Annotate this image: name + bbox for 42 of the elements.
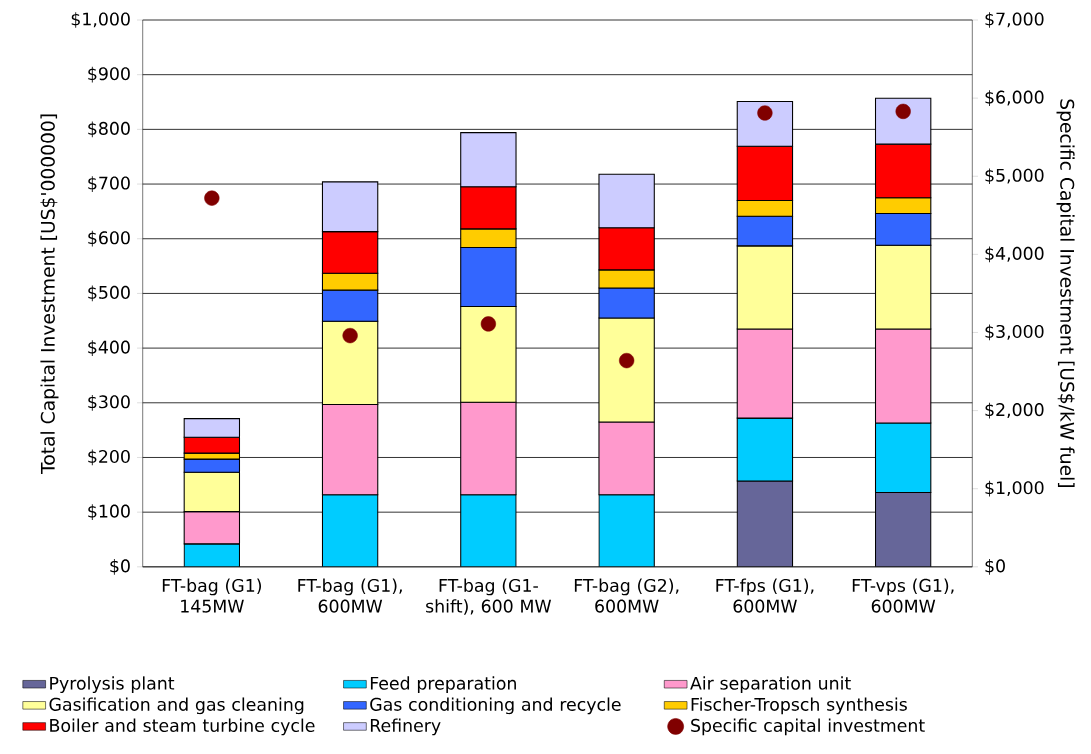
y2-tick-label: $3,000 (985, 324, 1044, 341)
y-tick-label: $700 (88, 176, 130, 193)
y2-tick-label: $2,000 (985, 402, 1044, 419)
legend-label: Fischer-Tropsch synthesis (691, 697, 907, 715)
y-tick-label: $500 (88, 285, 130, 302)
legend-label: Specific capital investment (691, 718, 925, 736)
y2-tick-label: $4,000 (985, 246, 1044, 263)
legend-label: Refinery (370, 718, 441, 736)
x-tick-label: FT-vps (G1), 600MW (852, 578, 954, 613)
y-tick-label: $100 (88, 504, 130, 521)
y-tick-label: $600 (88, 231, 130, 247)
y2-tick-label: $6,000 (985, 90, 1044, 107)
y-tick-label: $400 (88, 340, 130, 357)
y-tick-label: $0 (110, 559, 130, 575)
y-tick-label: $900 (88, 67, 130, 83)
legend-label: Air separation unit (690, 676, 851, 694)
y-tick-label: $200 (88, 449, 130, 466)
y2-tick-label: $7,000 (985, 12, 1044, 29)
y2-tick-label: $0 (985, 559, 1005, 575)
x-tick-label: FT-bag (G1-shift), 600 MW (426, 578, 552, 615)
point (619, 353, 635, 369)
x-tick-label: FT-bag (G2), 600MW (574, 578, 679, 613)
point (204, 190, 220, 206)
y2-tick-label: $1,000 (985, 481, 1044, 497)
legend-label: Gas conditioning and recycle (370, 697, 621, 715)
y-tick-label: $300 (88, 395, 130, 411)
y2-axis-title: Specific Capital Investment [US$/kW fuel] (1056, 99, 1075, 488)
x-tick-label: FT-fps (G1), 600MW (716, 578, 814, 613)
legend-label: Pyrolysis plant (50, 676, 175, 694)
x-tick-label: FT-bag (G1), 600MW (298, 578, 402, 613)
y-axis-title: Total Capital Investment [US$'000000] (40, 114, 59, 475)
legend-label: Gasification and gas cleaning (49, 697, 304, 715)
legend-label: Feed preparation (370, 676, 516, 694)
y-tick-label: $1,000 (71, 12, 130, 29)
legend-label: Boiler and steam turbine cycle (50, 718, 315, 736)
point (895, 104, 911, 120)
y2-tick-label: $5,000 (985, 168, 1044, 185)
y-tick-label: $800 (88, 121, 130, 138)
x-tick-label: FT-bag (G1) 145MW (162, 578, 262, 613)
point (480, 316, 496, 332)
point (342, 328, 358, 344)
point (757, 105, 773, 121)
